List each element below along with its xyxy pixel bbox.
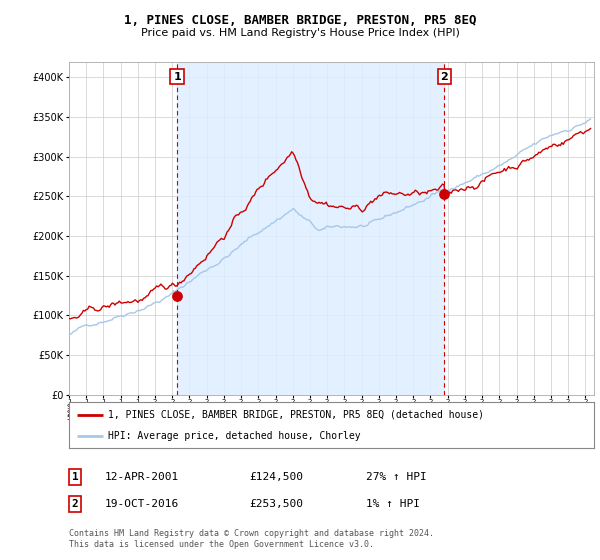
Text: 2: 2 — [71, 499, 79, 509]
Text: £253,500: £253,500 — [249, 499, 303, 509]
Text: Contains HM Land Registry data © Crown copyright and database right 2024.
This d: Contains HM Land Registry data © Crown c… — [69, 529, 434, 549]
Text: 1, PINES CLOSE, BAMBER BRIDGE, PRESTON, PR5 8EQ (detached house): 1, PINES CLOSE, BAMBER BRIDGE, PRESTON, … — [109, 410, 484, 420]
Point — [172, 292, 182, 301]
Text: 12-APR-2001: 12-APR-2001 — [105, 472, 179, 482]
Bar — [177, 62, 444, 395]
Text: 19-OCT-2016: 19-OCT-2016 — [105, 499, 179, 509]
Text: 2: 2 — [440, 72, 448, 82]
Text: 1% ↑ HPI: 1% ↑ HPI — [366, 499, 420, 509]
Text: 1: 1 — [71, 472, 79, 482]
Text: 1, PINES CLOSE, BAMBER BRIDGE, PRESTON, PR5 8EQ: 1, PINES CLOSE, BAMBER BRIDGE, PRESTON, … — [124, 14, 476, 27]
Text: £124,500: £124,500 — [249, 472, 303, 482]
Text: Price paid vs. HM Land Registry's House Price Index (HPI): Price paid vs. HM Land Registry's House … — [140, 28, 460, 38]
Text: HPI: Average price, detached house, Chorley: HPI: Average price, detached house, Chor… — [109, 431, 361, 441]
Point — [439, 189, 449, 198]
Text: 27% ↑ HPI: 27% ↑ HPI — [366, 472, 427, 482]
Text: 1: 1 — [173, 72, 181, 82]
